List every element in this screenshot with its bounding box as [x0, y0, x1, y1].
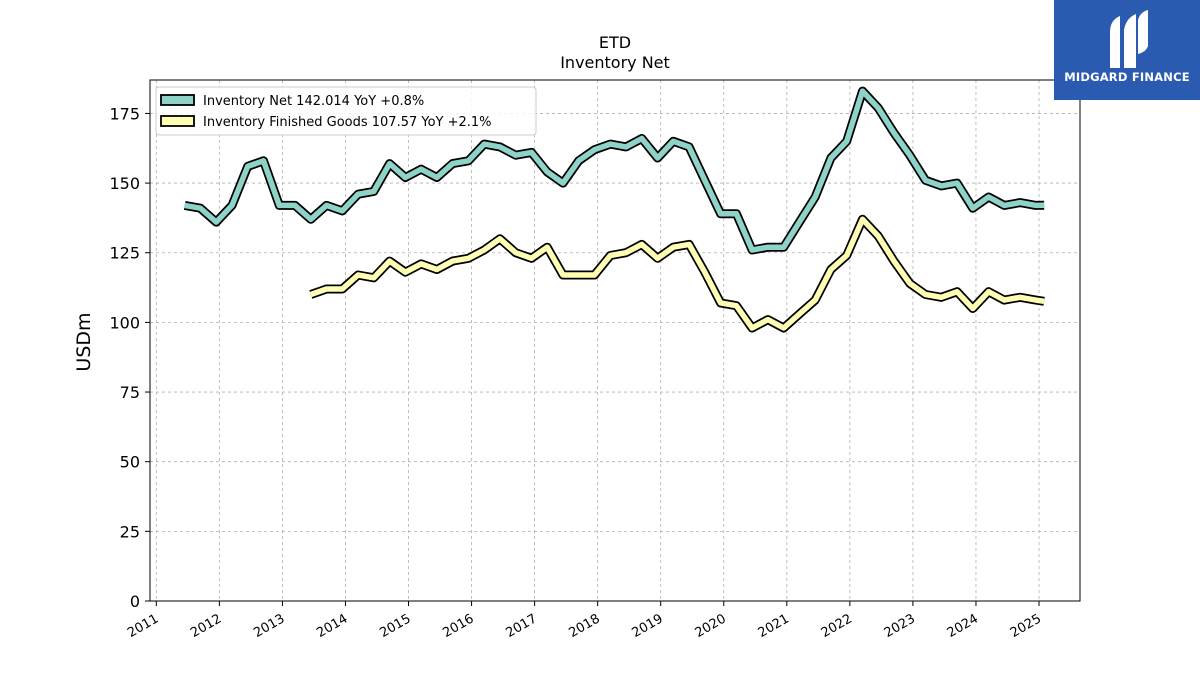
series-layer	[183, 86, 1045, 333]
y-tick-label: 50	[120, 453, 140, 472]
x-tick-label: 2025	[1008, 611, 1044, 641]
x-tick-label: 2020	[693, 611, 729, 641]
y-axis: 0 25 50 75 100 125 150 175	[109, 104, 150, 611]
y-tick-label: 100	[109, 313, 140, 332]
chart-subtitle: Inventory Net	[560, 53, 670, 72]
y-tick-label: 125	[109, 244, 140, 263]
y-tick-label: 150	[109, 174, 140, 193]
x-tick-label: 2017	[503, 611, 539, 641]
logo-text: MIDGARD FINANCE	[1064, 70, 1190, 84]
series-0	[183, 86, 1045, 255]
x-tick-label: 2024	[945, 611, 981, 641]
y-tick-label: 175	[109, 104, 140, 123]
y-tick-label: 25	[120, 522, 140, 541]
x-tick-label: 2013	[251, 611, 287, 641]
legend-swatch	[160, 94, 195, 106]
legend-label: Inventory Finished Goods 107.57 YoY +2.1…	[203, 115, 492, 130]
midgard-finance-logo: MIDGARD FINANCE	[1054, 0, 1200, 100]
series-line	[309, 216, 1045, 331]
series-line-outline	[309, 214, 1045, 333]
x-tick-label: 2018	[567, 611, 603, 641]
y-tick-label: 75	[120, 383, 140, 402]
chart-title: ETD	[599, 33, 631, 52]
x-tick-label: 2022	[819, 611, 855, 641]
x-tick-label: 2011	[125, 611, 161, 641]
y-tick-label: 0	[130, 592, 140, 611]
x-tick-label: 2019	[630, 611, 666, 641]
x-axis: 2011 2012 2013 2014 2015 2016 2017 2018 2019 2020…	[125, 601, 1044, 641]
y-axis-label: USDm	[73, 312, 95, 371]
legend-label: Inventory Net 142.014 YoY +0.8%	[203, 94, 424, 109]
x-tick-label: 2016	[440, 611, 476, 641]
x-tick-label: 2012	[188, 611, 224, 641]
series-1	[309, 214, 1045, 333]
x-tick-label: 2021	[756, 611, 792, 641]
legend: Inventory Net 142.014 YoY +0.8% Inventory…	[155, 86, 537, 136]
plot-frame	[149, 79, 1081, 602]
x-tick-label: 2023	[882, 611, 918, 641]
series-line	[184, 88, 1045, 253]
midgard-logo-icon	[1110, 10, 1148, 68]
legend-swatch	[160, 115, 195, 127]
grid	[150, 80, 1080, 602]
x-tick-label: 2015	[377, 611, 413, 641]
x-tick-label: 2014	[314, 611, 350, 641]
legend-box	[155, 86, 537, 136]
